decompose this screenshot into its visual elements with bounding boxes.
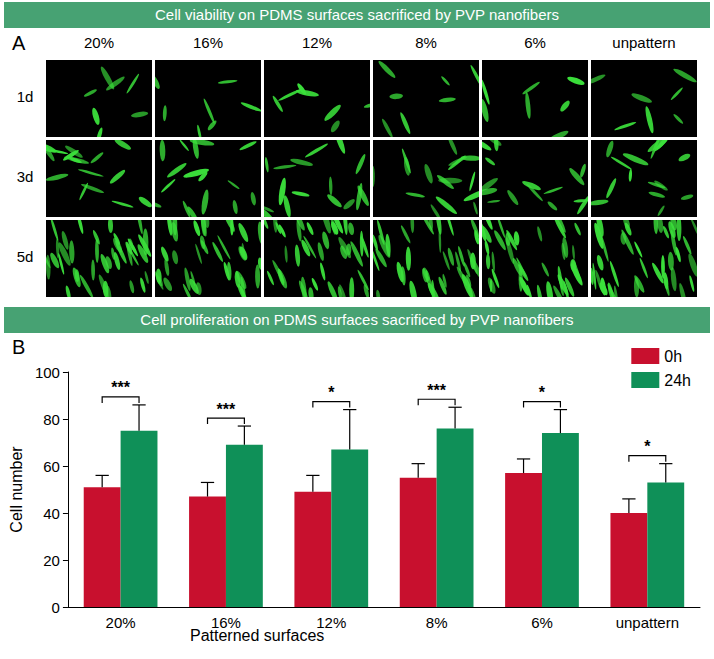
svg-text:12%: 12% <box>316 614 346 631</box>
html-text:A: A <box>12 32 26 54</box>
svg-text:***: *** <box>111 379 130 396</box>
svg-text:100: 100 <box>35 364 60 381</box>
html-text:5d: 5d <box>16 248 34 265</box>
html-text:6%: 6% <box>524 34 546 51</box>
html-text:8%: 8% <box>415 34 437 51</box>
svg-text:16%: 16% <box>211 614 241 631</box>
svg-text:20%: 20% <box>106 614 136 631</box>
svg-text:Cell number: Cell number <box>8 446 25 533</box>
svg-text:***: *** <box>217 401 236 418</box>
html-text:16%: 16% <box>193 34 223 51</box>
svg-text:40: 40 <box>43 505 60 522</box>
html-text:unpattern: unpattern <box>612 34 676 51</box>
svg-text:20: 20 <box>43 552 60 569</box>
html-text:Cell viability on PDMS surface: Cell viability on PDMS surfaces sacrific… <box>155 6 559 23</box>
html-text:12%: 12% <box>302 34 332 51</box>
svg-text:60: 60 <box>43 458 60 475</box>
svg-text:8%: 8% <box>426 614 448 631</box>
svg-text:24h: 24h <box>664 372 691 389</box>
svg-text:***: *** <box>427 382 446 399</box>
svg-text:0: 0 <box>52 599 60 616</box>
html-text:Cell proliferation on PDMS sur: Cell proliferation on PDMS surfaces sacr… <box>140 311 574 328</box>
svg-text:*: * <box>644 438 651 455</box>
html-text:B: B <box>12 336 26 358</box>
svg-text:unpattern: unpattern <box>616 614 679 631</box>
svg-text:80: 80 <box>43 411 60 428</box>
svg-text:Patterned surfaces: Patterned surfaces <box>190 626 325 644</box>
svg-text:0h: 0h <box>664 348 682 365</box>
html-text:1d: 1d <box>16 88 34 105</box>
html-text:3d: 3d <box>16 168 34 185</box>
svg-text:*: * <box>539 384 546 401</box>
svg-text:*: * <box>328 384 335 401</box>
html-text:20%: 20% <box>84 34 114 51</box>
svg-text:6%: 6% <box>531 614 553 631</box>
